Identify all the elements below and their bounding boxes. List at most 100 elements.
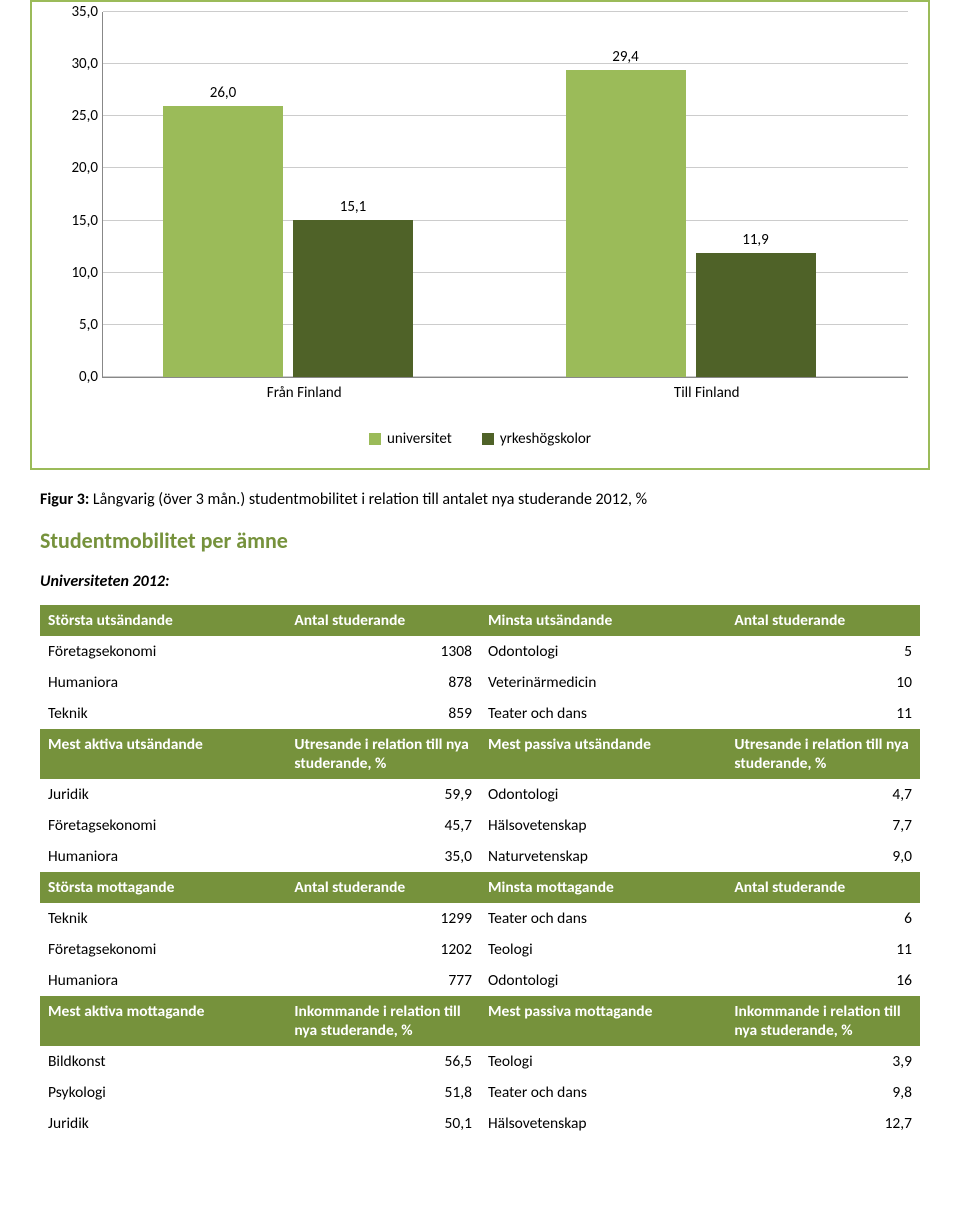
table-cell: 56,5 <box>286 1046 480 1077</box>
table-header-cell: Antal studerande <box>286 605 480 636</box>
table-header-cell: Största utsändande <box>40 605 286 636</box>
legend-item: yrkeshögskolor <box>482 430 591 448</box>
table-cell: 7,7 <box>726 810 920 841</box>
table-row: Företagsekonomi1308Odontologi5 <box>40 636 920 667</box>
table-cell: Odontologi <box>480 779 726 810</box>
table-header-cell: Mest passiva mottagande <box>480 996 726 1046</box>
table-row: Teknik859Teater och dans11 <box>40 698 920 729</box>
table-cell: Hälsovetenskap <box>480 810 726 841</box>
table-header-cell: Mest passiva utsändande <box>480 729 726 779</box>
table-header-cell: Mest aktiva mottagande <box>40 996 286 1046</box>
bar <box>163 106 283 377</box>
table-header-row: Största utsändandeAntal studerandeMinsta… <box>40 605 920 636</box>
table-cell: Veterinärmedicin <box>480 667 726 698</box>
table-header-cell: Mest aktiva utsändande <box>40 729 286 779</box>
table-cell: 1202 <box>286 934 480 965</box>
table-cell: Humaniora <box>40 667 286 698</box>
chart-frame: 0,0 5,0 10,0 15,0 20,0 25,0 30,0 35,0 Från Finla… <box>30 0 930 470</box>
table-header-cell: Antal studerande <box>726 605 920 636</box>
y-tick-label: 15,0 <box>53 212 98 230</box>
bar-group: Till Finland29,411,9 <box>506 12 909 377</box>
table-cell: 1299 <box>286 903 480 934</box>
table-cell: 9,8 <box>726 1077 920 1108</box>
bar-value-label: 26,0 <box>163 84 283 102</box>
bar-value-label: 11,9 <box>696 231 816 249</box>
table-header-cell: Utresande i relation till nya studerande… <box>726 729 920 779</box>
y-tick-label: 20,0 <box>53 159 98 177</box>
table-cell: 11 <box>726 698 920 729</box>
section-heading: Studentmobilitet per ämne <box>40 527 960 554</box>
table-cell: 51,8 <box>286 1077 480 1108</box>
table-cell: 50,1 <box>286 1108 480 1139</box>
table-cell: 4,7 <box>726 779 920 810</box>
table-cell: Teologi <box>480 934 726 965</box>
table-header-row: Mest aktiva mottagandeInkommande i relat… <box>40 996 920 1046</box>
y-tick-label: 5,0 <box>53 316 98 334</box>
table-cell: Psykologi <box>40 1077 286 1108</box>
figure-caption: Figur 3: Långvarig (över 3 mån.) student… <box>40 490 960 509</box>
table-header-cell: Minsta utsändande <box>480 605 726 636</box>
y-tick-label: 30,0 <box>53 55 98 73</box>
legend-item: universitet <box>369 430 452 448</box>
table-cell: Teknik <box>40 903 286 934</box>
x-category-label: Från Finland <box>103 384 506 402</box>
bar-value-label: 29,4 <box>566 48 686 66</box>
bar <box>696 253 816 377</box>
caption-text: Långvarig (över 3 mån.) studentmobilitet… <box>89 490 647 509</box>
bar-value-label: 15,1 <box>293 198 413 216</box>
table-cell: Företagsekonomi <box>40 810 286 841</box>
legend-swatch <box>482 433 494 445</box>
table-cell: 859 <box>286 698 480 729</box>
bar-group: Från Finland26,015,1 <box>103 12 506 377</box>
table-cell: Odontologi <box>480 636 726 667</box>
table-cell: Företagsekonomi <box>40 934 286 965</box>
legend-swatch <box>369 433 381 445</box>
table-header-row: Största mottagande Antal studerandeMinsta… <box>40 872 920 903</box>
table-row: Juridik50,1Hälsovetenskap12,7 <box>40 1108 920 1139</box>
table-cell: 10 <box>726 667 920 698</box>
bar <box>293 220 413 377</box>
table-cell: Teater och dans <box>480 1077 726 1108</box>
chart-legend: universitet yrkeshögskolor <box>32 430 928 448</box>
table-cell: 35,0 <box>286 841 480 872</box>
table-header-cell: Utresande i relation till nya studerande… <box>286 729 480 779</box>
table-cell: Bildkonst <box>40 1046 286 1077</box>
table-row: Humaniora878Veterinärmedicin10 <box>40 667 920 698</box>
table-cell: 11 <box>726 934 920 965</box>
table-header-cell: Antal studerande <box>726 872 920 903</box>
table-cell: 6 <box>726 903 920 934</box>
table-cell: Odontologi <box>480 965 726 996</box>
table-cell: Teater och dans <box>480 903 726 934</box>
chart-plot-area: 0,05,010,015,020,025,030,035,0Från Finla… <box>102 12 908 378</box>
table-header-cell: Inkommande i relation till nya studerand… <box>286 996 480 1046</box>
table-row: Psykologi51,8Teater och dans9,8 <box>40 1077 920 1108</box>
table-cell: Hälsovetenskap <box>480 1108 726 1139</box>
table-header-row: Mest aktiva utsändandeUtresande i relati… <box>40 729 920 779</box>
y-tick-label: 10,0 <box>53 264 98 282</box>
table-cell: Naturvetenskap <box>480 841 726 872</box>
table-cell: Teologi <box>480 1046 726 1077</box>
y-tick-label: 0,0 <box>53 368 98 386</box>
table-cell: 1308 <box>286 636 480 667</box>
table-row: Juridik59,9Odontologi4,7 <box>40 779 920 810</box>
y-tick-label: 35,0 <box>53 3 98 21</box>
x-category-label: Till Finland <box>506 384 909 402</box>
table-cell: Humaniora <box>40 841 286 872</box>
y-tick-label: 25,0 <box>53 107 98 125</box>
table-header-cell: Största mottagande <box>40 872 286 903</box>
table-cell: 878 <box>286 667 480 698</box>
table-cell: Juridik <box>40 1108 286 1139</box>
table-cell: 16 <box>726 965 920 996</box>
table-row: Företagsekonomi45,7Hälsovetenskap7,7 <box>40 810 920 841</box>
table-cell: 5 <box>726 636 920 667</box>
mobility-table: Största utsändandeAntal studerandeMinsta… <box>40 605 920 1139</box>
table-cell: 9,0 <box>726 841 920 872</box>
table-cell: Företagsekonomi <box>40 636 286 667</box>
legend-label: universitet <box>387 430 452 448</box>
table-header-cell: Minsta mottagande <box>480 872 726 903</box>
table-header-cell: Inkommande i relation till nya studerand… <box>726 996 920 1046</box>
table-cell: Juridik <box>40 779 286 810</box>
table-cell: 3,9 <box>726 1046 920 1077</box>
legend-label: yrkeshögskolor <box>500 430 591 448</box>
table-row: Teknik1299Teater och dans6 <box>40 903 920 934</box>
